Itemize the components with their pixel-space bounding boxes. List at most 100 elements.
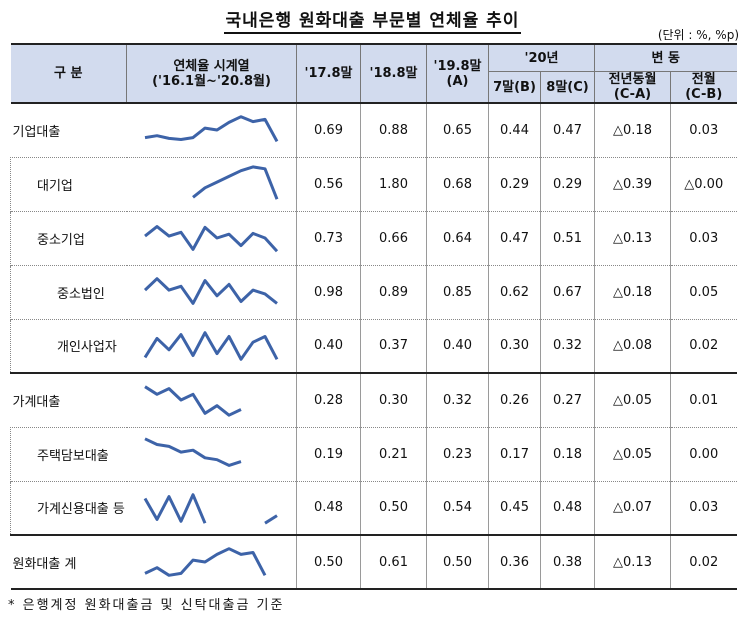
cell-yoy: △0.05	[594, 372, 671, 427]
cell-v1908: 0.68	[426, 156, 489, 211]
cell-v2007: 0.30	[488, 318, 541, 373]
header-2007: 7말(B)	[488, 71, 541, 103]
row-sparkline-cell	[126, 534, 297, 590]
row-label: 중소기업	[37, 232, 85, 248]
cell-yoy: △0.13	[594, 534, 671, 590]
cell-v1808: 0.88	[360, 102, 427, 157]
cell-v1808: 0.37	[360, 318, 427, 373]
header-yoy: 전년동월 (C-A)	[594, 71, 671, 103]
table-row: 주택담보대출 0.19 0.21 0.23 0.17 0.18 △0.05 0.00	[10, 426, 737, 481]
sparkline-chart	[143, 492, 279, 525]
row-label: 중소법인	[57, 286, 105, 302]
cell-v1808: 0.61	[360, 534, 427, 590]
row-category: 가계신용대출 등	[10, 480, 127, 535]
row-category: 개인사업자	[10, 318, 127, 373]
cell-v2008: 0.38	[540, 534, 595, 590]
sparkline-chart	[145, 115, 279, 143]
row-label: 주택담보대출	[37, 448, 109, 464]
cell-v1708: 0.28	[296, 372, 361, 427]
header-2008: 8말(C)	[540, 71, 595, 103]
cell-v2007: 0.62	[488, 264, 541, 319]
header-2020: '20년	[488, 44, 595, 72]
cell-v2008: 0.29	[540, 156, 595, 211]
cell-yoy: △0.07	[594, 480, 671, 535]
header-sparkline: 연체율 시계열 ('16.1월~'20.8월)	[126, 44, 297, 103]
unit-label: (단위 : %, %p)	[657, 28, 739, 42]
header-mom: 전월 (C-B)	[669, 71, 737, 103]
cell-yoy: △0.18	[594, 102, 671, 157]
cell-v2008: 0.18	[540, 426, 595, 481]
row-category: 가계대출	[10, 372, 127, 427]
cell-v1908: 0.40	[426, 318, 489, 373]
sparkline-series	[144, 437, 242, 467]
cell-v2008: 0.48	[540, 480, 595, 535]
cell-mom: 0.05	[669, 264, 737, 319]
row-category: 주택담보대출	[10, 426, 127, 481]
cell-v1708: 0.73	[296, 210, 361, 265]
cell-v2007: 0.17	[488, 426, 541, 481]
table-row: 대기업 0.56 1.80 0.68 0.29 0.29 △0.39 △0.00	[10, 156, 737, 211]
row-label: 기업대출	[12, 124, 61, 140]
table-body: 기업대출 0.69 0.88 0.65 0.44 0.47 △0.18 0.03 대기업 0.56…	[10, 102, 737, 590]
cell-v1908: 0.50	[426, 534, 489, 590]
row-sparkline-cell	[126, 426, 297, 481]
cell-v1808: 1.80	[360, 156, 427, 211]
row-sparkline-cell	[126, 480, 297, 535]
sparkline-chart	[144, 547, 267, 577]
row-label: 원화대출 계	[12, 556, 77, 572]
header-1908-label: '19.8말	[433, 58, 482, 74]
cell-v1908: 0.32	[426, 372, 489, 427]
cell-yoy: △0.13	[594, 210, 671, 265]
sparkline-chart	[144, 277, 279, 305]
header-sparkline-title: 연체율 시계열	[173, 58, 250, 74]
row-sparkline-cell	[126, 318, 297, 373]
delinquency-table: 구 분 연체율 시계열 ('16.1월~'20.8월) '17.8말 '18.8…	[10, 43, 737, 590]
cell-v2007: 0.47	[488, 210, 541, 265]
table-header: 구 분 연체율 시계열 ('16.1월~'20.8월) '17.8말 '18.8…	[10, 44, 737, 103]
sparkline-series	[143, 330, 279, 361]
row-sparkline-cell	[126, 210, 297, 265]
header-category: 구 분	[10, 44, 127, 103]
cell-mom: 0.03	[669, 210, 737, 265]
table-row: 가계신용대출 등 0.48 0.50 0.54 0.45 0.48 △0.07 0.03	[10, 480, 737, 535]
cell-v2007: 0.26	[488, 372, 541, 427]
cell-v1708: 0.19	[296, 426, 361, 481]
cell-v2007: 0.36	[488, 534, 541, 590]
row-sparkline-cell	[126, 264, 297, 319]
row-category: 기업대출	[10, 102, 127, 157]
sparkline-chart	[143, 330, 279, 361]
cell-mom: 0.03	[669, 480, 737, 535]
cell-yoy: △0.08	[594, 318, 671, 373]
cell-v1808: 0.30	[360, 372, 427, 427]
cell-v1908: 0.85	[426, 264, 489, 319]
sparkline-series	[192, 165, 279, 200]
sparkline-chart	[192, 165, 279, 200]
cell-mom: 0.03	[669, 102, 737, 157]
row-sparkline-cell	[126, 372, 297, 427]
cell-v1708: 0.50	[296, 534, 361, 590]
cell-v2007: 0.44	[488, 102, 541, 157]
row-label: 개인사업자	[57, 340, 117, 356]
cell-v2008: 0.47	[540, 102, 595, 157]
cell-v2007: 0.45	[488, 480, 541, 535]
header-1908: '19.8말 (A)	[426, 44, 489, 103]
cell-yoy: △0.05	[594, 426, 671, 481]
cell-v1908: 0.64	[426, 210, 489, 265]
sparkline-series	[145, 115, 279, 143]
row-category: 대기업	[10, 156, 127, 211]
sparkline-chart	[144, 385, 242, 417]
table-row: 중소기업 0.73 0.66 0.64 0.47 0.51 △0.13 0.03	[10, 210, 737, 265]
table-row: 개인사업자 0.40 0.37 0.40 0.30 0.32 △0.08 0.02	[10, 318, 737, 373]
cell-v1808: 0.50	[360, 480, 427, 535]
footnote: * 은행계정 원화대출금 및 신탁대출금 기준	[8, 598, 285, 613]
cell-v2008: 0.27	[540, 372, 595, 427]
row-category: 원화대출 계	[10, 534, 127, 590]
page-title: 국내은행 원화대출 부문별 연체율 추이	[0, 6, 745, 34]
header-mom-label: 전월	[691, 72, 716, 87]
header-sparkline-range: ('16.1월~'20.8월)	[152, 73, 271, 89]
row-category: 중소법인	[10, 264, 127, 319]
sparkline-chart	[144, 225, 279, 253]
cell-yoy: △0.18	[594, 264, 671, 319]
row-label: 대기업	[37, 178, 73, 194]
cell-v1708: 0.69	[296, 102, 361, 157]
